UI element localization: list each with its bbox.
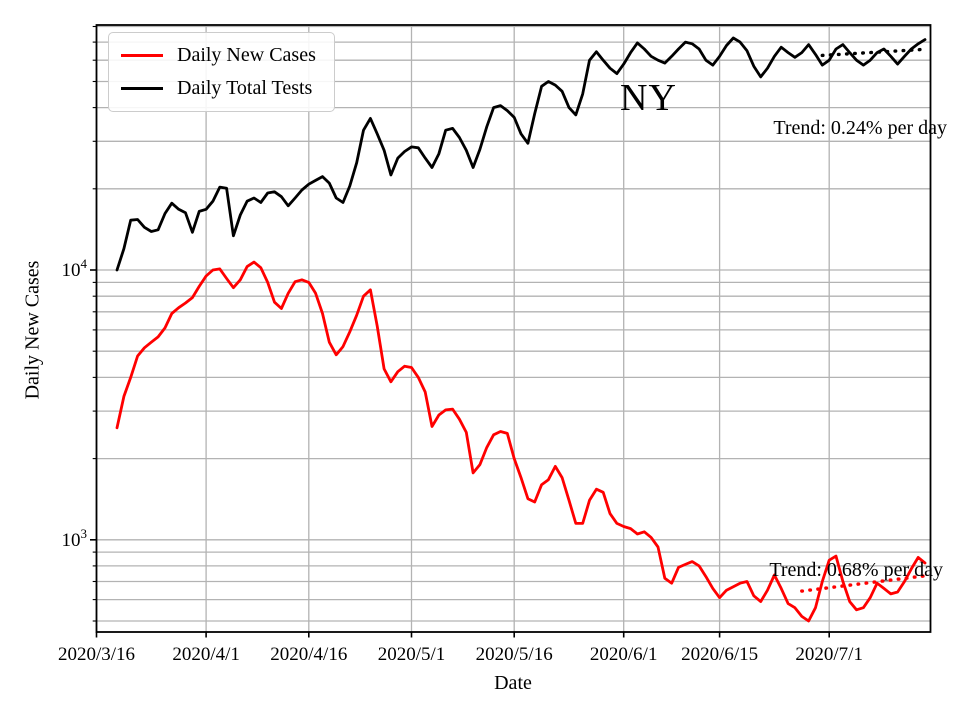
data-series [115, 36, 927, 623]
y-axis-label: Daily New Cases [21, 260, 44, 400]
cases-line-swatch [121, 53, 163, 58]
legend-item-tests: Daily Total Tests [121, 73, 316, 104]
cases-trend-annotation: Trend: 0.68% per day [769, 559, 943, 581]
x-tick-label: 2020/4/16 [270, 644, 347, 665]
x-tick-label: 2020/7/1 [795, 644, 863, 665]
legend: Daily New Cases Daily Total Tests [108, 32, 335, 112]
legend-label-cases: Daily New Cases [177, 44, 316, 66]
x-tick-labels: 2020/3/16 2020/4/1 2020/4/16 2020/5/1 2020/5… [58, 644, 863, 665]
legend-label-tests: Daily Total Tests [177, 77, 313, 99]
y-tick-label: 103 [62, 526, 88, 551]
legend-item-cases: Daily New Cases [121, 40, 316, 71]
x-tick-label: 2020/5/1 [378, 644, 446, 665]
x-tick-label: 2020/5/16 [476, 644, 553, 665]
x-tick-label: 2020/6/15 [681, 644, 758, 665]
x-axis-label: Date [494, 672, 532, 694]
x-tick-label: 2020/4/1 [172, 644, 240, 665]
x-tick-label: 2020/3/16 [58, 644, 135, 665]
trend-line-daily-total-tests [820, 47, 927, 58]
trend-lines [800, 47, 927, 593]
series-line-daily-new-cases [115, 260, 927, 623]
series-line-daily-total-tests [115, 36, 927, 272]
region-label: NY [620, 77, 677, 119]
tests-line-swatch [121, 86, 163, 91]
y-tick-labels: 103 104 [62, 256, 88, 551]
tick-marks [90, 25, 831, 638]
x-tick-label: 2020/6/1 [590, 644, 658, 665]
tests-trend-annotation: Trend: 0.24% per day [773, 117, 947, 139]
y-tick-label: 104 [62, 256, 88, 281]
